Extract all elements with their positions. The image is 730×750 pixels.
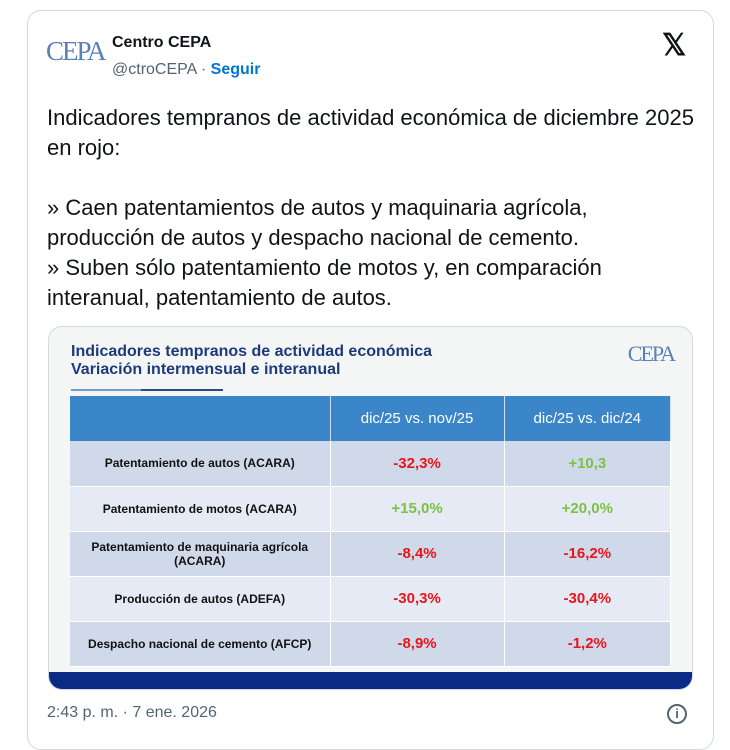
cepa-logo: CEPA: [627, 341, 676, 366]
follow-button[interactable]: Seguir: [210, 61, 261, 78]
info-icon[interactable]: i: [667, 704, 687, 724]
row-label: Patentamiento de maquinaria agrícola (AC…: [70, 531, 331, 577]
value-month: -32,3%: [330, 441, 505, 487]
table-row: Patentamiento de maquinaria agrícola (AC…: [70, 531, 672, 577]
x-logo-icon[interactable]: 𝕏: [662, 29, 687, 62]
tweet-text: Indicadores tempranos de actividad econó…: [47, 105, 694, 310]
image-title-line2: Variación intermensual e interanual: [71, 361, 341, 378]
row-label: Patentamiento de autos (ACARA): [70, 441, 331, 487]
value-year: -16,2%: [504, 531, 672, 577]
author-handle-line: @ctroCEPA · Seguir: [112, 61, 260, 79]
divider: [71, 389, 141, 391]
column-header: dic/25 vs. dic/24: [504, 396, 672, 441]
value-year: +20,0%: [504, 486, 672, 532]
table-row: Despacho nacional de cemento (AFCP) -8,9%…: [70, 621, 672, 667]
divider: [141, 389, 223, 391]
table-row: Patentamiento de motos (ACARA) +15,0% +20,…: [70, 486, 672, 532]
footer-bar: [49, 672, 692, 689]
tweet-image[interactable]: Indicadores tempranos de actividad econó…: [48, 326, 693, 690]
table-row: Producción de autos (ADEFA) -30,3% -30,4%: [70, 576, 672, 622]
author-name[interactable]: Centro CEPA: [112, 34, 212, 51]
row-label: Producción de autos (ADEFA): [70, 576, 331, 622]
value-month: -30,3%: [330, 576, 505, 622]
table-row: Patentamiento de autos (ACARA) -32,3% +10,…: [70, 441, 672, 487]
column-header: dic/25 vs. nov/25: [330, 396, 505, 441]
timestamp[interactable]: 2:43 p. m. · 7 ene. 2026: [47, 704, 217, 721]
value-month: -8,4%: [330, 531, 505, 577]
value-year: -1,2%: [504, 621, 672, 667]
row-label: Despacho nacional de cemento (AFCP): [70, 621, 331, 667]
value-month: +15,0%: [330, 486, 505, 532]
author-handle[interactable]: @ctroCEPA: [112, 61, 197, 78]
image-title-line1: Indicadores tempranos de actividad econó…: [71, 343, 432, 360]
avatar[interactable]: CEPA: [46, 36, 107, 66]
value-month: -8,9%: [330, 621, 505, 667]
row-label: Patentamiento de motos (ACARA): [70, 486, 331, 532]
separator: ·: [196, 61, 211, 78]
indicators-table: dic/25 vs. nov/25 dic/25 vs. dic/24 Pate…: [70, 396, 672, 667]
image-title: Indicadores tempranos de actividad econó…: [71, 343, 432, 379]
value-year: +10,3: [504, 441, 672, 487]
column-header: [70, 396, 331, 441]
value-year: -30,4%: [504, 576, 672, 622]
